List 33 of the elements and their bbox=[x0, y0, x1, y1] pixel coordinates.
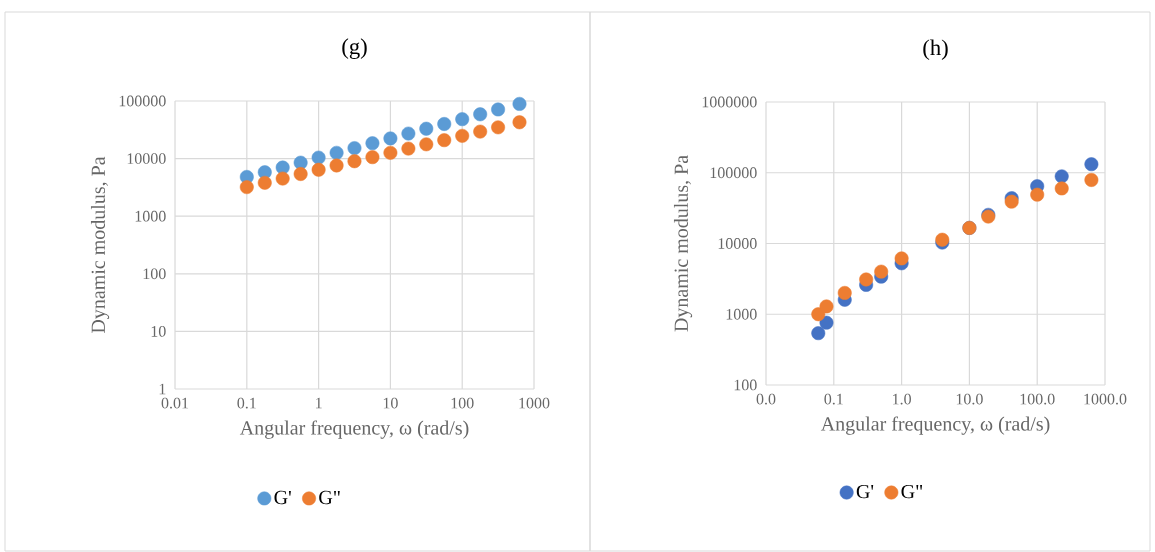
y-tick-label: 10000 bbox=[718, 238, 757, 249]
x-tick-label: 100.0 bbox=[1020, 393, 1055, 405]
x-tick-label: 0.01 bbox=[161, 397, 189, 409]
y-tick-label: 1000000 bbox=[702, 96, 757, 108]
legend-label: G" bbox=[319, 490, 340, 505]
legend-label: G' bbox=[274, 490, 291, 505]
y-tick-label: 1000 bbox=[135, 210, 166, 222]
x-axis-title: Angular frequency, ω (rad/s) bbox=[820, 416, 1050, 435]
chart-title: (g) bbox=[342, 38, 367, 59]
x-tick-label: 0.1 bbox=[237, 397, 256, 409]
y-tick-label: 1 bbox=[159, 383, 166, 395]
y-tick-label: 10000 bbox=[127, 153, 166, 164]
x-tick-label: 1000.0 bbox=[1084, 393, 1127, 405]
x-tick-label: 100 bbox=[451, 397, 474, 409]
legend-label: G' bbox=[856, 484, 874, 499]
x-tick-label: 10 bbox=[383, 397, 398, 409]
y-tick-label: 100 bbox=[143, 268, 166, 280]
legend-label: G" bbox=[901, 484, 923, 499]
chart-title: (h) bbox=[923, 39, 948, 60]
y-tick-label: 100000 bbox=[710, 167, 757, 179]
x-tick-label: 10.0 bbox=[956, 393, 983, 405]
x-tick-label: 1 bbox=[316, 397, 322, 409]
x-tick-label: 1000 bbox=[519, 397, 550, 409]
y-axis-title: Dynamic modulus, Pa bbox=[673, 155, 693, 332]
x-axis-title: Angular frequency, ω (rad/s) bbox=[239, 420, 469, 439]
x-tick-label: 1.0 bbox=[893, 393, 911, 405]
y-tick-label: 10 bbox=[151, 325, 166, 337]
x-tick-label: 0.0 bbox=[756, 393, 776, 405]
y-tick-label: 100000 bbox=[119, 95, 166, 107]
y-tick-label: 1000 bbox=[726, 308, 757, 320]
x-tick-label: 0.1 bbox=[824, 393, 843, 405]
y-axis-title: Dynamic modulus, Pa bbox=[90, 156, 110, 334]
y-tick-label: 100 bbox=[734, 379, 757, 391]
